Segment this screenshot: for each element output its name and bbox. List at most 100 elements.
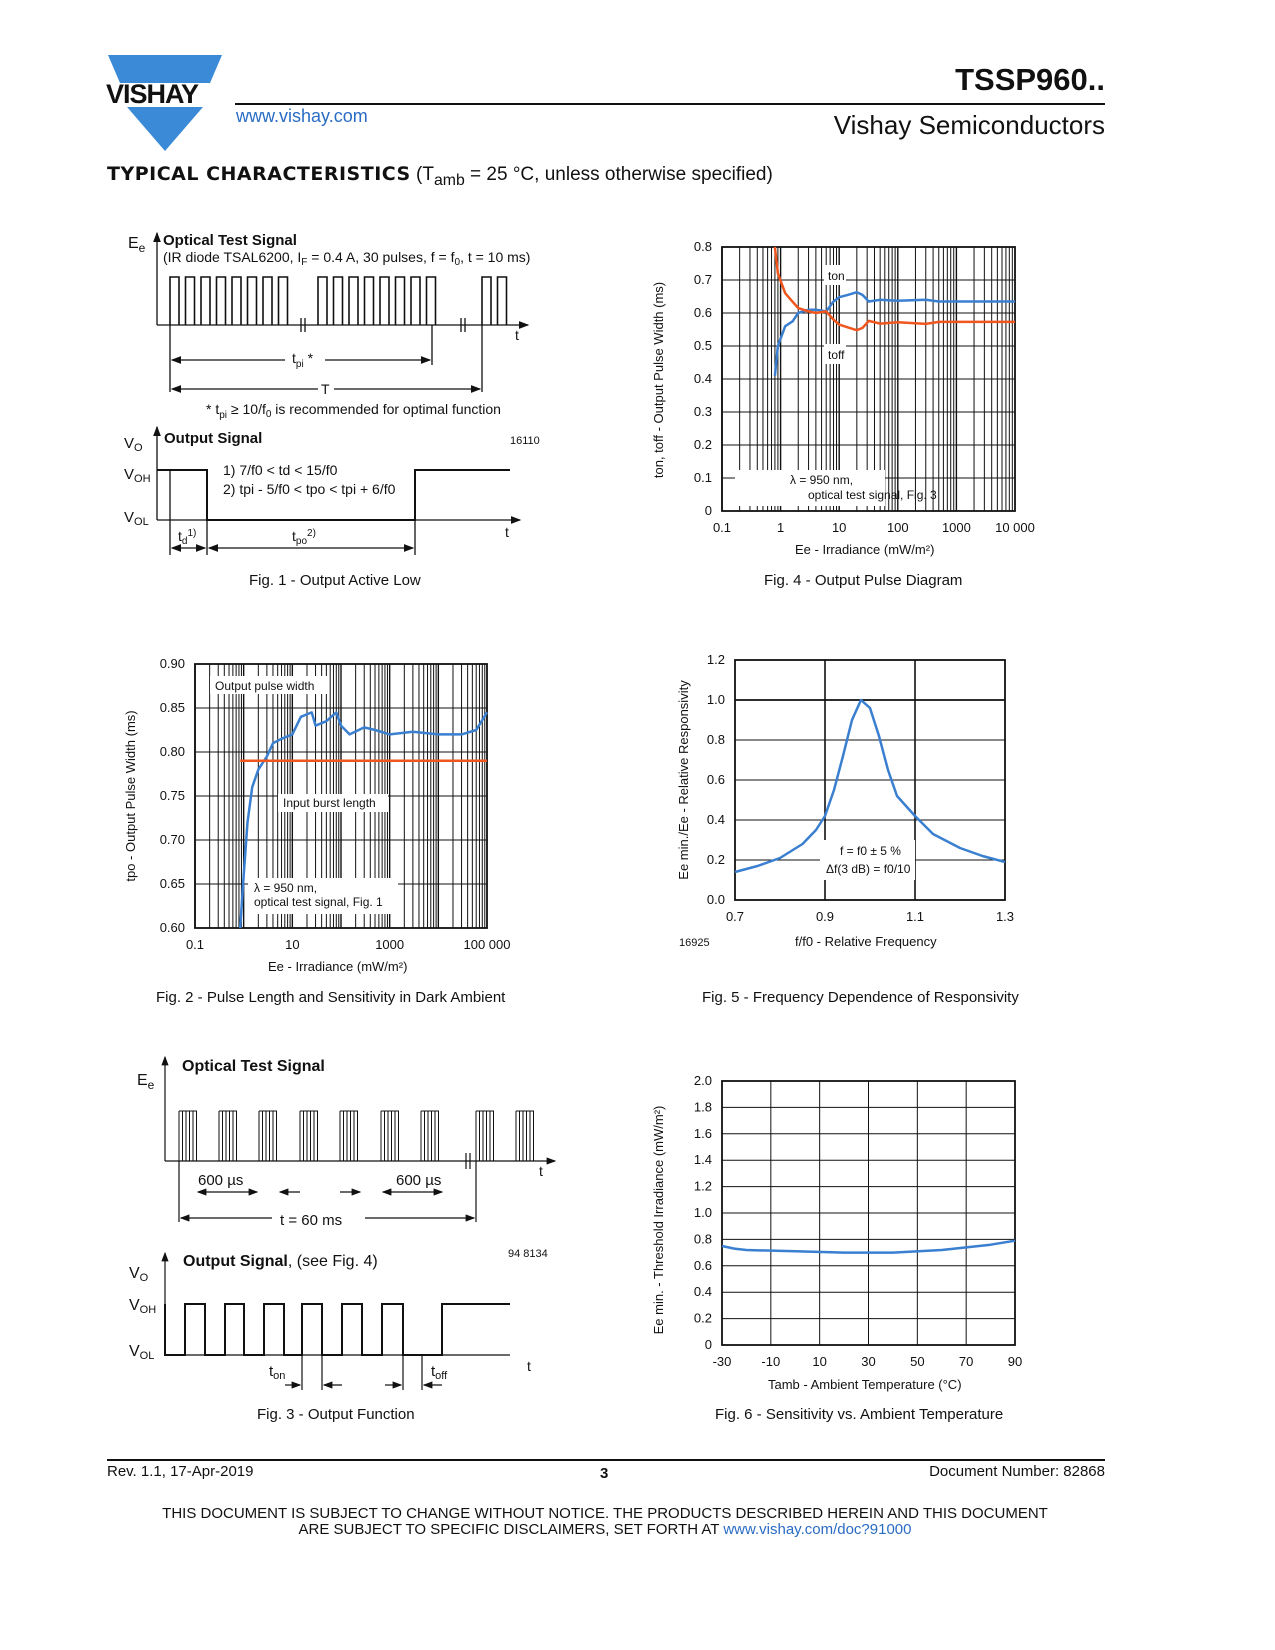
y-axis-label: Ee min./Ee - Relative Responsivity [676,680,691,880]
x-tick-label: 10 000 [995,520,1035,535]
x-tick-label: 10 [832,520,846,535]
svg-text:VISHAY: VISHAY [106,79,199,109]
y-tick-label: 0.2 [694,437,712,452]
x-axis-label: Ee - Irradiance (mW/m²) [795,542,934,557]
series-ton-line [773,290,1015,376]
y-tick-label: 0.6 [694,1258,712,1273]
fig5-frequency-response-chart: 0.0 0.2 0.4 0.6 0.8 1.0 1.2 0.7 0.9 1.1 1.3 f = f0 … [676,652,1019,1006]
y-tick-label: 2.0 [694,1073,712,1088]
y-tick-label: 1.4 [694,1152,712,1167]
svg-text:VOL: VOL [124,509,149,528]
part-number-title: TSSP960.. [955,62,1105,97]
y-tick-label: 0.8 [694,1231,712,1246]
series-toff-line [773,246,1015,332]
annotation-background [248,878,398,914]
figure-caption: Fig. 5 - Frequency Dependence of Respons… [702,989,1019,1006]
chart-annotation: Δf(3 dB) = f0/10 [826,862,911,876]
y-tick-label: 1.0 [694,1205,712,1220]
x-tick-label: 1000 [942,520,971,535]
svg-text:* tpi ≥ 10/f0 is recommended f: * tpi ≥ 10/f0 is recommended for optimal… [206,401,501,421]
svg-text:toff: toff [431,1363,448,1382]
x-tick-label: 0.1 [186,937,204,952]
svg-text:t: t [527,1358,531,1374]
label-background [278,794,388,812]
y-tick-label: 0.6 [694,305,712,320]
svg-text:Ee: Ee [128,235,146,255]
x-tick-label: -10 [761,1354,780,1369]
series-responsivity-line [734,698,1006,874]
svg-text:VOH: VOH [124,466,151,485]
svg-text:tpi *: tpi * [292,350,314,370]
y-tick-label: 0.0 [707,892,725,907]
y-tick-label: 0.1 [694,470,712,485]
input-burst-length-label: Input burst length [283,796,376,810]
vishay-website-link[interactable]: www.vishay.com [236,106,368,126]
x-tick-label: 10 [812,1354,826,1369]
x-tick-label: 0.9 [816,909,834,924]
x-tick-label: 90 [1008,1354,1022,1369]
y-tick-label: 0.75 [160,788,185,803]
svg-text:t = 60 ms: t = 60 ms [280,1212,342,1229]
chart-annotation: λ = 950 nm, [790,473,853,487]
y-tick-label: 0.4 [707,812,725,827]
chart-annotation: optical test signal, Fig. 1 [254,895,383,909]
plot-frame [734,659,1006,901]
svg-text:Output Signal, (see Fig. 4): Output Signal, (see Fig. 4) [183,1253,378,1270]
fig3-diagram [161,1055,557,1390]
svg-text:VOH: VOH [129,1297,156,1316]
toff-label: toff [828,348,845,362]
y-tick-label: 0.90 [160,656,185,671]
company-name: Vishay Semiconductors [833,110,1105,140]
svg-text:16110: 16110 [510,435,540,447]
x-tick-label: 0.7 [726,909,744,924]
y-tick-label: 0.5 [694,338,712,353]
series-output-pulse-width-line [238,711,489,929]
x-tick-label: 1.3 [996,909,1014,924]
y-tick-label: 0.60 [160,920,185,935]
x-tick-label: 0.1 [713,520,731,535]
series-threshold-line [721,1239,1016,1254]
svg-text:T: T [321,381,330,397]
y-tick-label: 0 [705,1337,712,1352]
fig3-labels: Ee Optical Test Signal 600 µs 600 µs t =… [129,1058,548,1423]
plot-frame [194,663,488,929]
y-tick-label: 0.8 [694,239,712,254]
fig2-pulse-length-chart: 0.60 0.65 0.70 0.75 0.80 0.85 0.90 0.1 10 1000 100… [123,656,511,1006]
output-pulse-width-label: Output pulse width [215,679,314,693]
svg-text:Ee: Ee [137,1072,155,1092]
figure-caption: Fig. 4 - Output Pulse Diagram [764,572,962,589]
figure-caption: Fig. 2 - Pulse Length and Sensitivity in… [156,989,506,1006]
fig4-output-pulse-chart: 00.10.20.30.40.50.60.70.80.1 1 10 100 1000 10… [651,239,1035,589]
revision: Rev. 1.1, 17-Apr-2019 [107,1463,254,1480]
y-tick-label: 1.6 [694,1126,712,1141]
y-tick-label: 0.2 [694,1311,712,1326]
y-tick-label: 0.2 [707,852,725,867]
y-tick-label: 0.4 [694,1284,712,1299]
y-tick-label: 0.6 [707,772,725,787]
svg-text:(IR diode TSAL6200, IF = 0.4 A: (IR diode TSAL6200, IF = 0.4 A, 30 pulse… [163,249,530,268]
annotation-background [820,840,915,880]
figure-code: 16925 [679,937,710,949]
y-tick-label: 1.8 [694,1099,712,1114]
x-tick-label: 100 [887,520,909,535]
x-tick-label: 50 [910,1354,924,1369]
svg-text:t: t [505,524,509,540]
plot-frame [721,246,1016,512]
fig1-diagram [153,231,530,555]
disclaimer-link[interactable]: www.vishay.com/doc?91000 [723,1521,912,1538]
y-axis-label: Ee min. - Threshold Irradiance (mW/m²) [651,1106,666,1335]
annotation-background [735,470,885,506]
svg-text:Optical Test Signal: Optical Test Signal [182,1058,325,1075]
fig1-labels: Ee Optical Test Signal (IR diode TSAL620… [124,232,540,589]
y-tick-label: 0 [705,503,712,518]
footer-divider [107,1459,1105,1461]
fig6-temperature-sensitivity-chart: 0 0.2 0.4 0.6 0.8 1.0 1.2 1.4 1.6 1.8 2.0 -30 -10 10 3… [651,1073,1022,1423]
vishay-logo: VISHAY [106,55,222,151]
header-divider [235,103,1105,105]
x-tick-label: 1000 [375,937,404,952]
chart-annotation: λ = 950 nm, [254,881,317,895]
x-tick-label: 30 [861,1354,875,1369]
svg-text:t: t [515,327,519,343]
section-heading: TYPICAL CHARACTERISTICS (Tamb = 25 °C, u… [107,163,773,189]
